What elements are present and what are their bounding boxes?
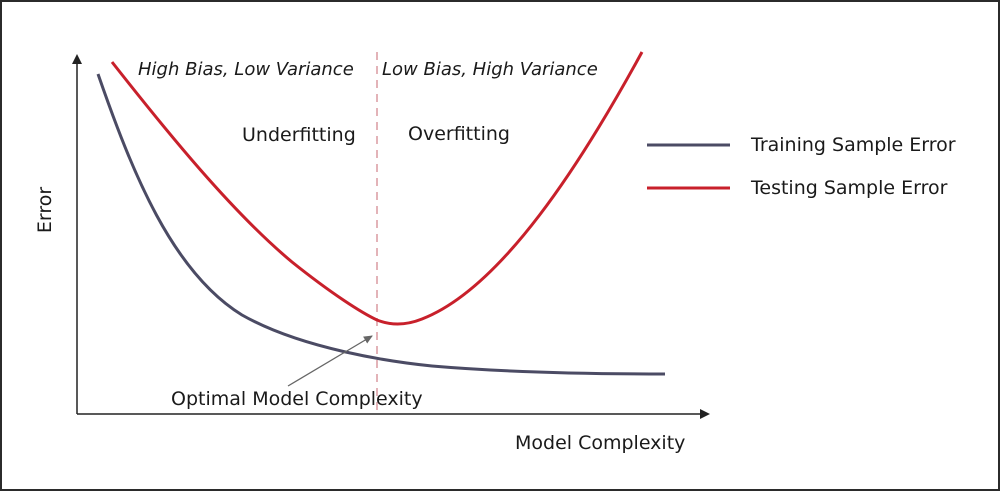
right-region-title: Low Bias, High Variance	[382, 59, 598, 80]
testing-error-curve	[110, 51, 644, 326]
legend-testing-label: Testing Sample Error	[750, 177, 948, 199]
underfitting-label: Underfitting	[242, 124, 356, 146]
left-region-title: High Bias, Low Variance	[138, 59, 354, 80]
overfitting-label: Overfitting	[408, 123, 510, 145]
legend-training-label: Training Sample Error	[750, 134, 956, 156]
x-axis-label: Model Complexity	[515, 432, 685, 454]
legend: Training Sample Error Testing Sample Err…	[647, 134, 956, 199]
y-axis-label: Error	[34, 187, 56, 234]
training-error-curve	[96, 73, 666, 376]
optimal-complexity-arrow	[287, 335, 373, 387]
optimal-complexity-label: Optimal Model Complexity	[171, 388, 423, 410]
